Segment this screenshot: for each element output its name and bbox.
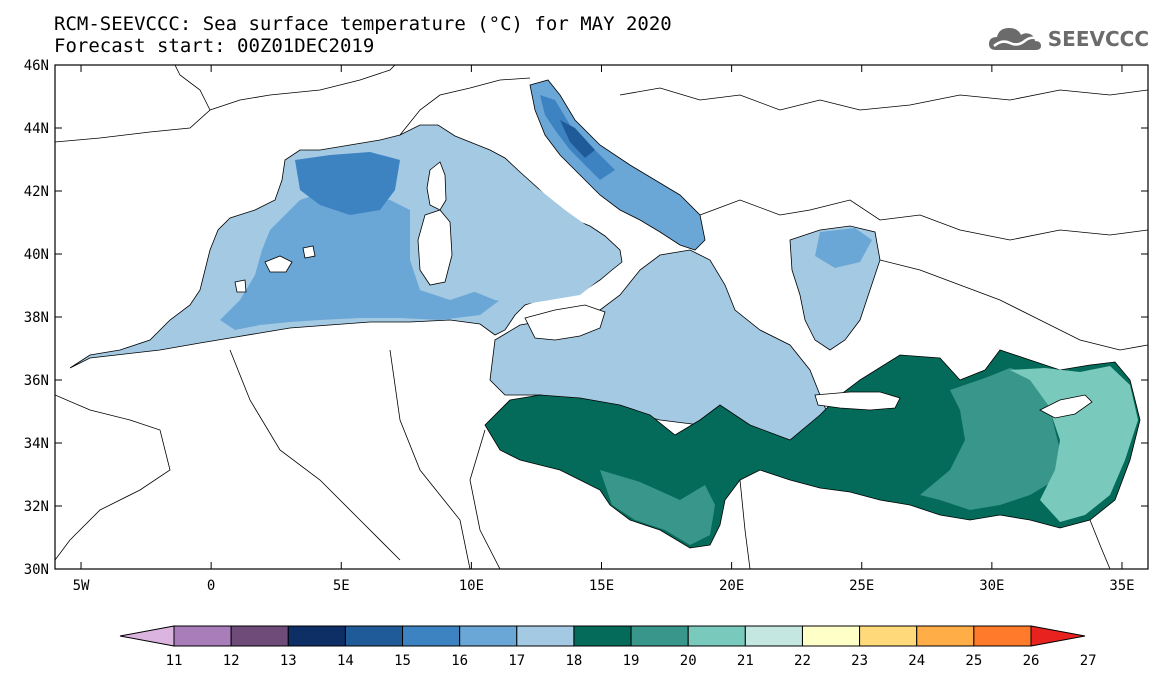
colorbar-label: 18 xyxy=(566,653,583,669)
lon-tick-label: 25E xyxy=(849,578,874,594)
lat-tick-label: 36N xyxy=(24,373,49,389)
colorbar-swatch xyxy=(459,625,518,647)
colorbar-swatch xyxy=(173,625,232,647)
western-cool-core xyxy=(220,190,512,330)
lat-tick-label: 46N xyxy=(24,58,49,74)
corsica-island xyxy=(426,161,447,211)
colorbar-swatch xyxy=(516,625,575,647)
colorbar-swatch xyxy=(801,625,861,647)
crete-island xyxy=(814,391,901,411)
colorbar-swatch xyxy=(573,625,632,647)
north-aegean-cool xyxy=(815,228,872,268)
colorbar-label: 13 xyxy=(280,653,297,669)
ligurian-cool-core xyxy=(295,152,400,215)
adriatic-sea xyxy=(529,79,706,251)
gulf-of-sidra-20 xyxy=(600,470,715,545)
lon-tick-label: 5E xyxy=(333,578,350,594)
levantine-warmest-21 xyxy=(1010,366,1138,522)
colorbar-over-triangle xyxy=(1030,625,1086,647)
colorbar-label: 21 xyxy=(737,653,754,669)
colorbar-swatch xyxy=(973,625,1032,647)
lat-tick-label: 30N xyxy=(24,562,49,578)
colorbar-label: 23 xyxy=(851,653,868,669)
colorbar-swatch xyxy=(744,625,803,647)
longitude-axis: 5W 0 5E 10E 15E 20E 25E 30E 35E xyxy=(73,65,1135,594)
lon-tick-label: 15E xyxy=(589,578,614,594)
colorbar-label: 27 xyxy=(1080,653,1097,669)
lon-tick-label: 10E xyxy=(459,578,484,594)
sardinia-island xyxy=(417,209,453,286)
lat-tick-label: 44N xyxy=(24,121,49,137)
tyrrhenian-sea xyxy=(452,175,610,305)
colorbar-label: 14 xyxy=(337,653,354,669)
lat-tick-label: 40N xyxy=(24,247,49,263)
colorbar-label: 17 xyxy=(508,653,525,669)
lat-tick-label: 32N xyxy=(24,499,49,515)
colorbar-label: 20 xyxy=(680,653,697,669)
logo-text: SEEVCCC xyxy=(1047,27,1149,51)
lon-tick-label: 20E xyxy=(719,578,744,594)
colorbar-swatch xyxy=(859,625,918,647)
chart-title: RCM-SEEVCCC: Sea surface temperature (°C… xyxy=(54,13,672,35)
latitude-axis: 30N 32N 34N 36N 38N 40N 42N 44N 46N xyxy=(24,58,1148,578)
colorbar-label: 15 xyxy=(394,653,411,669)
colorbar-swatch xyxy=(230,625,289,647)
lon-tick-label: 0 xyxy=(207,578,215,594)
colorbar-label: 16 xyxy=(451,653,468,669)
colorbar-label: 25 xyxy=(965,653,982,669)
lon-tick-label: 35E xyxy=(1109,578,1134,594)
balearic-islands xyxy=(234,245,316,293)
lon-tick-label: 30E xyxy=(979,578,1004,594)
colorbar-under-triangle xyxy=(119,625,175,647)
seevccc-logo: SEEVCCC xyxy=(988,24,1149,54)
colorbar-swatch xyxy=(630,625,689,647)
colorbar-label: 22 xyxy=(794,653,811,669)
colorbar-swatch xyxy=(344,625,404,647)
colorbar-swatch xyxy=(687,625,746,647)
colorbar-label: 12 xyxy=(223,653,240,669)
cloud-logo-icon xyxy=(988,28,1041,50)
colorbar-label: 19 xyxy=(623,653,640,669)
adriatic-coldest-core xyxy=(560,120,595,158)
lat-tick-label: 38N xyxy=(24,310,49,326)
lon-tick-label: 5W xyxy=(73,578,90,594)
lat-tick-label: 34N xyxy=(24,436,49,452)
levantine-20 xyxy=(920,368,1060,510)
cyprus-island xyxy=(1039,394,1093,419)
country-borders xyxy=(55,65,1148,569)
sicily-island xyxy=(524,304,606,341)
lat-tick-label: 42N xyxy=(24,184,49,200)
colorbar-label: 26 xyxy=(1023,653,1040,669)
colorbar-swatch xyxy=(402,625,461,647)
colorbar-label: 11 xyxy=(166,653,183,669)
map-area xyxy=(55,65,1148,569)
forecast-start-label: Forecast start: 00Z01DEC2019 xyxy=(54,35,375,57)
colorbar-swatch xyxy=(916,625,975,647)
colorbar-swatch xyxy=(287,625,346,647)
colorbar: 11 12 13 14 15 16 17 18 19 20 21 22 23 24 25 26 27 xyxy=(119,625,1097,669)
colorbar-label: 24 xyxy=(908,653,925,669)
